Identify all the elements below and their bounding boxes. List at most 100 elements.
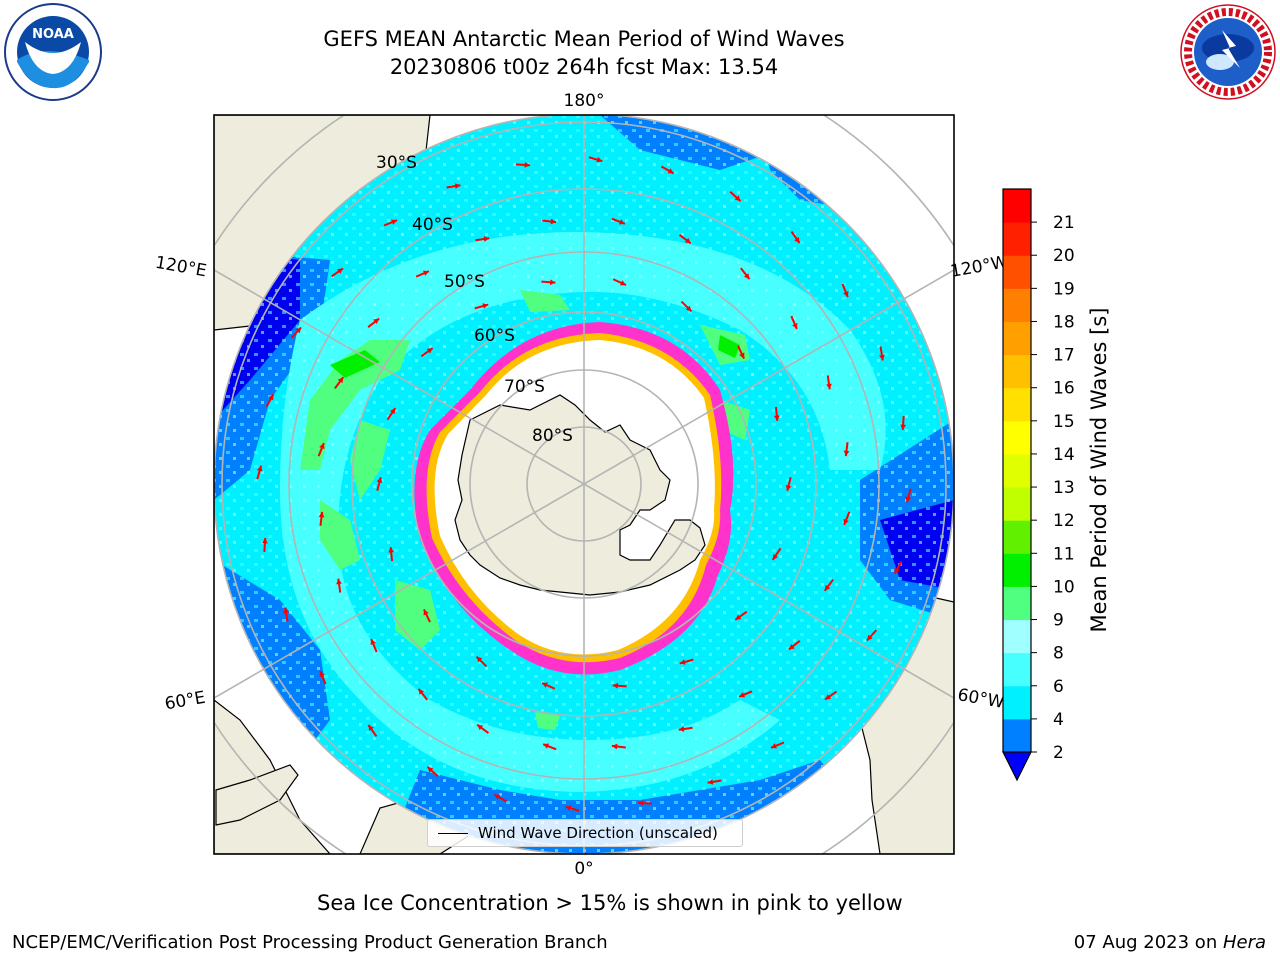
wind-wave-arrowhead <box>739 692 746 698</box>
wind-wave-arrowhead <box>618 219 625 225</box>
wind-wave-arrowhead <box>785 484 792 491</box>
wind-wave-arrowhead <box>794 237 800 244</box>
wind-wave-arrowhead <box>826 383 832 390</box>
wind-wave-arrowhead <box>319 443 325 450</box>
colorbar-segment <box>1003 652 1031 687</box>
wind-wave-arrowhead <box>370 639 376 646</box>
wind-wave-arrowhead <box>619 280 626 286</box>
wind-wave-arrowhead <box>389 408 396 415</box>
colorbar-segment <box>1003 685 1031 720</box>
colorbar-tick-label: 4 <box>1053 710 1064 730</box>
colorbar-segment <box>1003 189 1031 223</box>
wind-wave-arrowhead <box>638 800 644 806</box>
wind-wave-arrowhead <box>423 609 429 616</box>
wind-wave-arrowhead <box>476 656 483 663</box>
wind-wave-arrowhead <box>684 237 691 244</box>
wind-wave-arrowhead <box>824 584 831 591</box>
legend-line-sample <box>438 832 468 834</box>
lat-label-50s: 50°S <box>444 272 485 292</box>
wind-wave-arrowhead <box>268 394 274 401</box>
wind-wave-arrowhead <box>596 156 603 163</box>
wind-wave-arrowhead <box>319 670 325 677</box>
wind-wave-arrowhead <box>667 168 674 174</box>
chart-title: GEFS MEAN Antarctic Mean Period of Wind … <box>323 27 845 51</box>
noaa-logo: NOAA <box>4 3 102 101</box>
wind-wave-arrowhead <box>773 415 780 421</box>
nws-logo <box>1180 4 1276 100</box>
colorbar-tick-label: 19 <box>1053 279 1075 299</box>
wind-wave-arrowhead <box>735 614 742 620</box>
colorbar-segment <box>1003 553 1031 587</box>
wind-wave-arrowhead <box>388 547 395 553</box>
footer-left: NCEP/EMC/Verification Post Processing Pr… <box>12 932 608 953</box>
lat-label-60s: 60°S <box>474 326 515 346</box>
wind-wave-arrowhead <box>824 694 831 700</box>
colorbar-segment <box>1003 453 1031 488</box>
colorbar-segment <box>1003 255 1031 289</box>
colorbar-segment <box>1003 321 1031 356</box>
colorbar-segment <box>1003 354 1031 389</box>
wind-wave-arrowhead <box>427 766 434 773</box>
wind-wave-arrowhead <box>418 688 425 695</box>
lon-label-120w: 120°W <box>949 252 1010 282</box>
colorbar-tick-label: 15 <box>1053 412 1075 432</box>
lat-label-30s: 30°S <box>376 153 417 173</box>
sea-ice-note: Sea Ice Concentration > 15% is shown in … <box>317 891 903 915</box>
wind-wave-arrowhead <box>679 659 686 665</box>
wind-wave-arrowhead <box>739 352 745 359</box>
lon-label-60e: 60°E <box>163 688 207 715</box>
wind-wave-arrowhead <box>543 743 550 749</box>
wind-wave-arrowhead <box>843 518 849 525</box>
colorbar: 2 4 6 8 9 10 11 12 13 14 15 16 17 18 19 20 21 <box>1002 188 1075 782</box>
wind-wave-arrows <box>256 156 912 812</box>
graticule <box>214 115 954 854</box>
colorbar-tick-label: 6 <box>1053 677 1064 697</box>
wind-wave-arrowhead <box>894 567 900 574</box>
wind-wave-arrowhead <box>368 724 374 731</box>
wind-wave-arrowhead <box>426 348 433 354</box>
lon-label-60w: 60°W <box>956 685 1006 713</box>
wind-wave-arrowhead <box>612 682 619 689</box>
colorbar-tick-label: 10 <box>1053 577 1075 597</box>
colorbar-tick-label: 9 <box>1053 611 1064 631</box>
lon-label-180: 180° <box>564 91 605 111</box>
wind-wave-arrowhead <box>900 424 906 430</box>
colorbar-frame <box>1002 188 1032 753</box>
colorbar-segment <box>1003 222 1031 256</box>
wind-wave-arrowhead <box>905 496 912 503</box>
colorbar-tick-label: 20 <box>1053 246 1075 266</box>
wind-wave-arrowhead <box>843 291 849 298</box>
wind-wave-arrowhead <box>482 303 489 309</box>
lon-label-0: 0° <box>574 859 593 879</box>
wind-wave-arrowhead <box>337 268 344 274</box>
wind-wave-arrowhead <box>678 726 685 732</box>
wind-wave-arrowhead <box>477 724 484 731</box>
wind-wave-arrowhead <box>743 273 750 280</box>
colorbar-segment <box>1003 619 1031 654</box>
colorbar-segment <box>1003 586 1031 621</box>
colorbar-tick-label: 12 <box>1053 511 1075 531</box>
wind-wave-arrowhead <box>494 794 501 800</box>
wind-wave-arrowhead <box>336 578 342 585</box>
wind-wave-arrowhead <box>770 743 777 749</box>
wind-wave-arrowhead <box>792 322 798 329</box>
wind-wave-arrowhead <box>391 219 398 225</box>
wind-wave-arrowhead <box>376 477 383 484</box>
wind-wave-arrowhead <box>549 279 556 286</box>
lat-label-80s: 80°S <box>532 426 573 446</box>
colorbar-tick-label: 13 <box>1053 478 1075 498</box>
colorbar-tick-label: 14 <box>1053 445 1075 465</box>
colorbar-label: Mean Period of Wind Waves [s] <box>1087 308 1111 633</box>
wind-wave-arrowhead <box>866 634 873 641</box>
colorbar-tick-label: 17 <box>1053 346 1075 366</box>
wind-wave-arrowhead <box>422 270 429 276</box>
colorbar-segment <box>1003 387 1031 422</box>
colorbar-segment <box>1003 288 1031 322</box>
colorbar-extend-triangle <box>1002 751 1032 782</box>
wind-wave-arrowhead <box>542 682 549 688</box>
colorbar-tick-label: 2 <box>1053 743 1064 763</box>
wind-wave-arrowhead <box>879 354 885 361</box>
wind-wave-arrowhead <box>524 162 530 168</box>
wind-wave-arrowhead <box>373 318 380 325</box>
